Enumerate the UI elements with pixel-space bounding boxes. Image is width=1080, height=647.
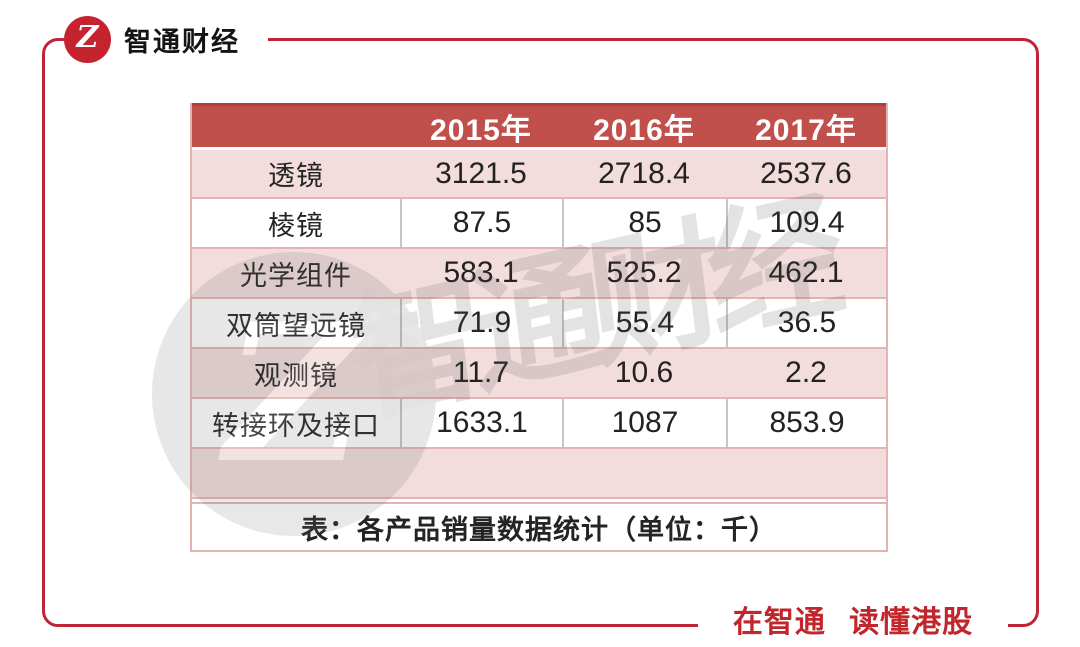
row-value: 85 (562, 199, 726, 247)
logo-letter: Z (76, 20, 99, 55)
table-spacer-row (192, 447, 886, 499)
row-value: 109.4 (726, 199, 886, 247)
table-header-row: 2015年 2016年 2017年 (192, 103, 886, 147)
row-value: 853.9 (726, 399, 886, 447)
row-label: 光学组件 (240, 260, 352, 291)
row-label: 观测镜 (254, 360, 338, 391)
row-value: 2.2 (785, 356, 827, 389)
brand-slogan: 在智通 读懂港股 (698, 594, 1008, 644)
row-value: 55.4 (562, 299, 726, 347)
row-label: 转接环及接口 (212, 410, 380, 441)
decorative-border-frame (42, 38, 1039, 627)
table-row: 光学组件 583.1 525.2 462.1 (192, 247, 886, 297)
row-value: 1633.1 (400, 399, 562, 447)
row-value: 583.1 (443, 256, 519, 289)
table-row: 观测镜 11.7 10.6 2.2 (192, 347, 886, 397)
table-row: 透镜 3121.5 2718.4 2537.6 (192, 147, 886, 197)
table-row: 棱镜 87.5 85 109.4 (192, 197, 886, 247)
row-value: 1087 (562, 399, 726, 447)
row-value: 87.5 (400, 199, 562, 247)
header-cell-2017: 2017年 (755, 113, 857, 147)
row-value: 10.6 (614, 356, 674, 389)
zhitong-logo-icon: Z (64, 15, 111, 63)
table-row: 转接环及接口 1633.1 1087 853.9 (192, 397, 886, 447)
row-value: 2537.6 (760, 156, 852, 190)
row-value: 462.1 (768, 256, 844, 289)
header-cell-2015: 2015年 (430, 113, 532, 147)
header-cell-2016: 2016年 (593, 113, 695, 147)
row-value: 2718.4 (598, 156, 690, 190)
row-value: 525.2 (606, 256, 682, 289)
sales-data-table: 2015年 2016年 2017年 透镜 3121.5 2718.4 2537.6 棱镜… (190, 103, 888, 552)
row-label: 棱镜 (268, 210, 324, 241)
table-body: 透镜 3121.5 2718.4 2537.6 棱镜 87.5 85 109.4 光学组件 583… (192, 147, 886, 447)
table-caption: 表：各产品销量数据统计（单位：千） (301, 514, 777, 545)
table-caption-row: 表：各产品销量数据统计（单位：千） (192, 502, 886, 550)
row-label: 双筒望远镜 (226, 310, 366, 341)
table-row: 双筒望远镜 71.9 55.4 36.5 (192, 297, 886, 347)
brand-header: Z 智通财经 (64, 8, 268, 70)
row-value: 71.9 (400, 299, 562, 347)
row-label: 透镜 (268, 161, 324, 191)
brand-name: 智通财经 (124, 26, 240, 57)
row-value: 36.5 (726, 299, 886, 347)
row-value: 11.7 (452, 356, 510, 389)
row-value: 3121.5 (435, 156, 527, 190)
